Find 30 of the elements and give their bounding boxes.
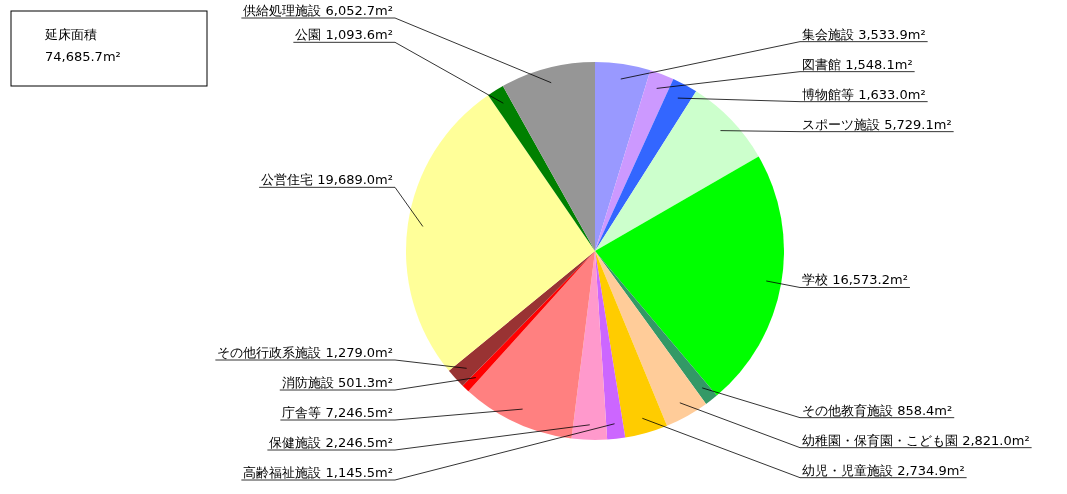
slice-label: その他行政系施設 1,279.0m² — [217, 345, 393, 360]
slice-label: その他教育施設 858.4m² — [802, 402, 953, 418]
slice-label: 図書館 1,548.1m² — [802, 56, 913, 72]
slice-label: 博物館等 1,633.0m² — [802, 86, 926, 102]
pie-slice — [595, 62, 651, 251]
slice-label: スポーツ施設 5,729.1m² — [802, 116, 952, 132]
slice-label: 高齢福祉施設 1,145.5m² — [243, 465, 393, 480]
slice-label: 供給処理施設 6,052.7m² — [243, 3, 393, 18]
pie-slice — [595, 156, 784, 396]
pie-slice — [595, 70, 674, 251]
slice-label: 消防施設 501.3m² — [281, 375, 393, 390]
pie-slice — [595, 251, 626, 440]
pie-slice — [595, 251, 707, 426]
pie-slice — [595, 79, 697, 251]
pie-slice — [502, 62, 595, 251]
text: 延床面積 — [44, 27, 97, 42]
slice-label: 保健施設 2,246.5m² — [269, 435, 393, 450]
pie-slice — [595, 251, 668, 438]
slice-label: 幼稚園・保育園・こども園 2,821.0m² — [802, 432, 1030, 448]
pie-slice — [595, 91, 759, 251]
pie-slice — [406, 95, 595, 371]
slice-label: 庁舎等 7,246.5m² — [282, 405, 393, 420]
slice-label: 集会施設 3,533.9m² — [802, 26, 926, 42]
slice-label: 公園 1,093.6m² — [295, 27, 393, 43]
pie-slice — [468, 251, 595, 439]
pie-slice — [488, 85, 595, 251]
slice-label: 公営住宅 19,689.0m² — [261, 172, 393, 188]
slice-label: 幼児・児童施設 2,734.9m² — [802, 462, 965, 478]
text: 74,685.7m² — [45, 49, 121, 64]
slice-label: 学校 16,573.2m² — [802, 272, 908, 288]
